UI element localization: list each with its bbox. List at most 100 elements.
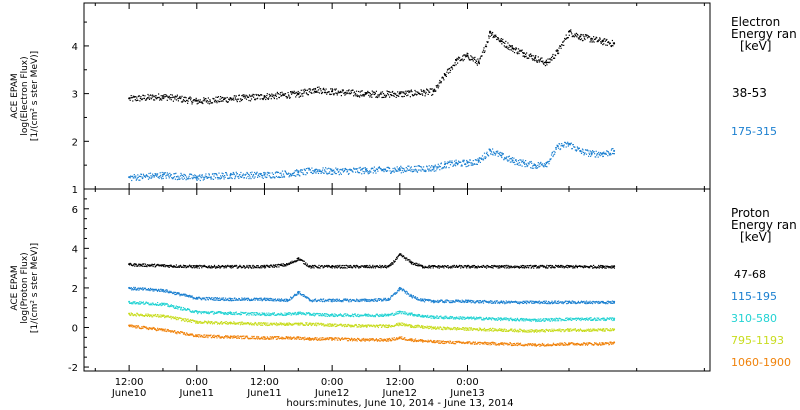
proton-data-point <box>410 294 413 297</box>
proton-data-point <box>500 342 503 345</box>
proton-data-point <box>308 322 311 325</box>
electron-legend-175-315: 175-315 <box>731 125 777 138</box>
proton-ylabel-line1: ACE EPAM <box>10 265 20 310</box>
proton-ytick-label: 4 <box>72 244 78 255</box>
proton-data-point <box>364 298 367 301</box>
electron-data-point <box>229 173 232 176</box>
proton-data-point <box>364 338 367 341</box>
electron-legend-38-53: 38-53 <box>732 86 767 100</box>
electron-data-point <box>511 159 514 162</box>
proton-series-trace <box>129 324 615 347</box>
proton-data-point <box>466 265 469 268</box>
electron-data-point <box>443 163 446 166</box>
electron-data-point <box>500 40 503 43</box>
proton-data-point <box>364 324 367 327</box>
proton-data-point <box>613 328 616 331</box>
proton-data-point <box>297 311 300 314</box>
electron-data-point <box>534 164 537 167</box>
electron-panel: 1 2 3 4 ACE EPAM log(Electron Flux) [1/(cm²… <box>10 2 797 196</box>
electron-ylabel-line1: ACE EPAM <box>10 73 20 118</box>
xtick-time-label: 12:00 <box>115 377 144 388</box>
proton-data-point <box>286 263 289 266</box>
proton-data-point <box>229 321 232 324</box>
proton-data-point <box>466 316 469 319</box>
proton-data-point <box>410 338 413 341</box>
proton-plot-frame <box>83 188 711 372</box>
electron-data-point <box>556 145 559 148</box>
electron-series-trace <box>129 141 615 182</box>
proton-data-point <box>263 265 266 268</box>
proton-data-point <box>534 329 537 332</box>
electron-data-point <box>601 152 604 155</box>
proton-data-point <box>229 265 232 268</box>
electron-data-point <box>443 73 446 76</box>
electron-data-point <box>398 167 401 170</box>
proton-data-point <box>613 265 616 268</box>
proton-data-point <box>432 315 435 318</box>
electron-data-point <box>128 97 131 100</box>
proton-legend-unit: [keV] <box>740 230 771 244</box>
proton-data-point <box>601 300 604 303</box>
proton-data-point <box>297 322 300 325</box>
electron-data-point <box>489 148 492 151</box>
proton-data-point <box>161 302 164 305</box>
proton-data-point <box>161 264 164 267</box>
electron-data-point <box>500 154 503 157</box>
proton-data-point <box>568 265 571 268</box>
proton-data-point <box>601 317 604 320</box>
electron-data-point <box>331 169 334 172</box>
proton-data-point <box>613 300 616 303</box>
electron-data-point <box>364 92 367 95</box>
electron-data-point <box>568 142 571 145</box>
electron-data-point <box>522 52 525 55</box>
electron-data-point <box>455 161 458 164</box>
proton-data-point <box>398 336 401 339</box>
proton-legend-subtitle: Energy ran <box>731 218 797 232</box>
proton-data-point <box>410 312 413 315</box>
proton-data-point <box>364 313 367 316</box>
proton-legend-115-195: 115-195 <box>731 290 777 303</box>
electron-data-point <box>398 92 401 95</box>
xtick-time-label: 0:00 <box>186 377 208 388</box>
electron-data-point <box>590 152 593 155</box>
proton-data-point <box>308 312 311 315</box>
electron-data-point <box>229 97 232 100</box>
proton-data-point <box>263 312 266 315</box>
proton-data-point <box>613 341 616 344</box>
proton-data-point <box>308 265 311 268</box>
proton-data-point <box>128 312 131 315</box>
proton-data-point <box>534 318 537 321</box>
electron-data-point <box>545 161 548 164</box>
xtick-date-label: June12 <box>314 388 350 399</box>
electron-data-point <box>466 161 469 164</box>
proton-data-point <box>601 265 604 268</box>
proton-data-point <box>331 337 334 340</box>
electron-data-point <box>195 176 198 179</box>
proton-data-point <box>410 261 413 264</box>
electron-data-point <box>432 166 435 169</box>
xtick-date-label: June11 <box>179 388 215 399</box>
proton-data-point <box>297 290 300 293</box>
proton-legend-title: Proton <box>731 206 770 220</box>
proton-data-point <box>195 320 198 323</box>
proton-data-point <box>128 324 131 327</box>
proton-data-point <box>331 265 334 268</box>
xtick-date-label: June12 <box>382 388 418 399</box>
proton-data-point <box>432 265 435 268</box>
electron-data-point <box>331 90 334 93</box>
electron-data-point <box>297 92 300 95</box>
electron-ylabel-line2: log(Electron Flux) <box>20 56 30 135</box>
xtick-date-label: June11 <box>246 388 282 399</box>
xtick-time-label: 0:00 <box>321 377 343 388</box>
proton-data-point <box>331 298 334 301</box>
electron-data-point <box>511 47 514 50</box>
electron-data-point <box>161 95 164 97</box>
proton-data-point <box>568 317 571 320</box>
electron-data-point <box>263 173 266 176</box>
proton-data-point <box>263 322 266 325</box>
proton-data-point <box>387 313 390 316</box>
electron-data-point <box>579 149 582 152</box>
proton-ylabel-line3: [1/(cm² s ster MeV)] <box>30 243 40 333</box>
proton-data-point <box>161 314 164 317</box>
proton-data-point <box>500 328 503 331</box>
